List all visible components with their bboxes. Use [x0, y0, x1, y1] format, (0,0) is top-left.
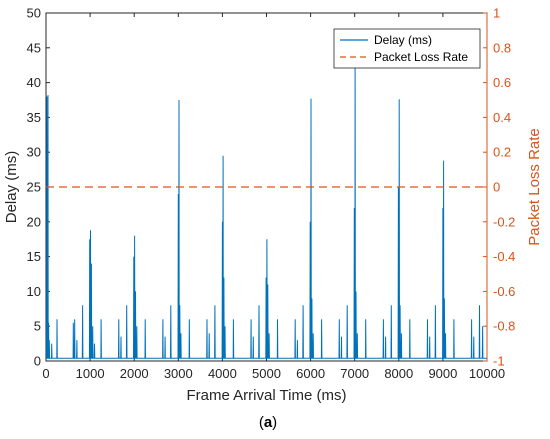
x-tick-label: 5000 [252, 366, 281, 381]
y-axis-title: Delay (ms) [3, 151, 20, 224]
delay-series-line [46, 58, 487, 359]
x-axis-title: Frame Arrival Time (ms) [186, 387, 346, 404]
y2-tick-label: -1 [493, 354, 505, 369]
legend-label-delay: Delay (ms) [374, 33, 432, 47]
y2-tick-label: -0.8 [493, 319, 515, 334]
y-tick-label: 40 [27, 75, 41, 90]
y-tick-label: 50 [27, 6, 41, 21]
y2-tick-label: -0.2 [493, 214, 515, 229]
legend-box [333, 28, 481, 69]
y-tick-label: 10 [27, 284, 41, 299]
caption-close: ) [272, 414, 277, 431]
y-tick-label: 15 [27, 249, 41, 264]
y2-tick-label: 0.6 [493, 75, 511, 90]
y-tick-label: 25 [27, 180, 41, 195]
x-tick-label: 1000 [76, 366, 105, 381]
x-tick-label: 2000 [120, 366, 149, 381]
y2-tick-labels: -1 -0.8 -0.6 -0.4 -0.2 0 0.2 0.4 0.6 0.8 1 [493, 6, 515, 369]
y2-axis-title: Packet Loss Rate [526, 128, 543, 246]
y-tick-label: 5 [34, 319, 41, 334]
y2-tick-label: 0.2 [493, 145, 511, 160]
x-tick-label: 3000 [164, 366, 193, 381]
figure-caption: (a) [259, 414, 277, 431]
x-tick-label: 6000 [296, 366, 325, 381]
x-tick-label: 9000 [428, 366, 457, 381]
x-tick-label: 4000 [208, 366, 237, 381]
x-tick-label: 0 [42, 366, 49, 381]
caption-open: ( [259, 414, 264, 431]
y2-tick-label: 0 [493, 180, 500, 195]
x-tick-label: 10000 [469, 366, 505, 381]
y-tick-label: 0 [34, 354, 41, 369]
y2-tick-label: 0.4 [493, 110, 511, 125]
y-tick-label: 20 [27, 214, 41, 229]
y2-tick-label: 0.8 [493, 40, 511, 55]
series-layer [46, 58, 487, 359]
legend-label-packet-loss: Packet Loss Rate [374, 50, 468, 64]
x-tick-label: 8000 [384, 366, 413, 381]
caption-letter: a [264, 414, 273, 431]
y2-tick-label: -0.4 [493, 249, 515, 264]
y-tick-labels: 0 5 10 15 20 25 30 35 40 45 50 [27, 6, 41, 369]
y-tick-label: 35 [27, 110, 41, 125]
y-tick-label: 30 [27, 145, 41, 160]
y2-tick-label: -0.6 [493, 284, 515, 299]
legend: Delay (ms) Packet Loss Rate [333, 28, 481, 69]
y-tick-label: 45 [27, 40, 41, 55]
y2-tick-label: 1 [493, 6, 500, 21]
x-tick-label: 7000 [340, 366, 369, 381]
x-tick-labels: 0 1000 2000 3000 4000 5000 6000 7000 8000 9000 100… [42, 366, 505, 381]
